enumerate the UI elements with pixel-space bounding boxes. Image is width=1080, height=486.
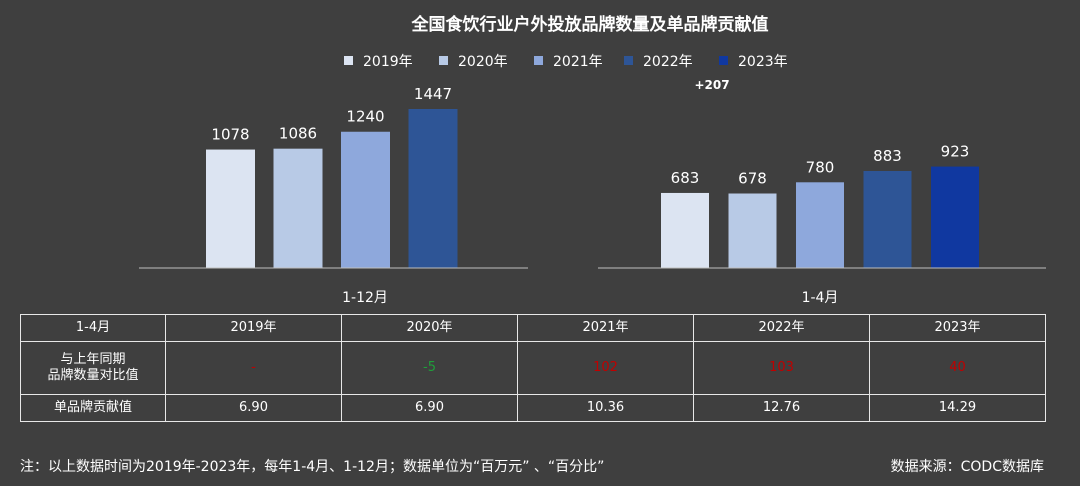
table-cell: -5 bbox=[341, 341, 518, 395]
table-cell: 10.36 bbox=[517, 393, 694, 423]
table-cell: 40 bbox=[869, 341, 1046, 395]
row-label-line: 与上年同期 bbox=[60, 351, 126, 367]
bar-value-label: 1086 bbox=[279, 125, 317, 143]
legend-label: 2020年 bbox=[458, 54, 508, 70]
category-label: 1-4月 bbox=[802, 290, 839, 306]
legend-label: 2023年 bbox=[738, 54, 788, 70]
legend-swatch bbox=[719, 56, 728, 65]
bar bbox=[408, 109, 458, 268]
legend-label: 2022年 bbox=[643, 54, 693, 70]
chart-legend: 2019年 2020年 2021年 2022年 2023年 bbox=[344, 54, 788, 70]
table-header-cell: 2021年 bbox=[517, 313, 694, 343]
bar bbox=[796, 182, 844, 268]
footnote: 注：以上数据时间为2019年-2023年，每年1-4月、1-12月；数据单位为“… bbox=[20, 459, 605, 475]
table-row: 与上年同期 品牌数量对比值 - -5 102 103 40 bbox=[20, 341, 1046, 395]
table-header-row: 1-4月 2019年 2020年 2021年 2022年 2023年 bbox=[20, 313, 1046, 343]
bar-value-label: 1240 bbox=[346, 108, 384, 126]
bar-value-label: 780 bbox=[806, 158, 835, 176]
row-label-line: 品牌数量对比值 bbox=[47, 367, 139, 383]
legend-swatch bbox=[439, 56, 448, 65]
chart-bars bbox=[206, 109, 979, 268]
bar bbox=[661, 192, 709, 268]
table-cell: 6.90 bbox=[341, 393, 518, 423]
table-header-cell: 2019年 bbox=[165, 313, 342, 343]
table-header-cell: 2022年 bbox=[693, 313, 870, 343]
bar bbox=[341, 131, 390, 268]
legend-swatch bbox=[344, 56, 353, 65]
difference-annotation: +207 bbox=[694, 78, 729, 92]
table-cell: 12.76 bbox=[693, 393, 870, 423]
bar bbox=[273, 148, 323, 268]
bar-value-label: 883 bbox=[873, 147, 902, 165]
bar-value-label: 923 bbox=[941, 143, 970, 161]
chart-value-labels: 1078 1086 1240 1447 683 678 780 883 923 bbox=[211, 85, 969, 187]
data-source: 数据来源：CODC数据库 bbox=[890, 459, 1044, 475]
bar bbox=[206, 149, 255, 268]
legend-label: 2021年 bbox=[553, 54, 603, 70]
row-label: 与上年同期 品牌数量对比值 bbox=[20, 341, 166, 395]
bar-value-label: 683 bbox=[671, 169, 700, 187]
bar bbox=[863, 170, 912, 268]
table-cell: 6.90 bbox=[165, 393, 342, 423]
chart-title: 全国食饮行业户外投放品牌数量及单品牌贡献值 bbox=[411, 14, 769, 35]
bar bbox=[728, 193, 777, 268]
table-cell: - bbox=[165, 341, 342, 395]
table-cell: 102 bbox=[517, 341, 694, 395]
bar-value-label: 1078 bbox=[211, 126, 249, 144]
row-label: 单品牌贡献值 bbox=[20, 393, 166, 423]
bar-chart: 全国食饮行业户外投放品牌数量及单品牌贡献值 2019年 2020年 2021年 202… bbox=[139, 14, 1046, 306]
bar-value-label: 678 bbox=[738, 169, 767, 187]
table-cell: 14.29 bbox=[869, 393, 1046, 423]
table-header-cell: 2020年 bbox=[341, 313, 518, 343]
legend-swatch bbox=[624, 56, 633, 65]
bar-value-label: 1447 bbox=[414, 85, 452, 103]
table-cell: 103 bbox=[693, 341, 870, 395]
table-row: 单品牌贡献值 6.90 6.90 10.36 12.76 14.29 bbox=[20, 393, 1046, 423]
bar bbox=[931, 166, 979, 268]
chart-axes: 1-12月 1-4月 bbox=[139, 267, 1046, 306]
legend-label: 2019年 bbox=[363, 54, 413, 70]
category-label: 1-12月 bbox=[342, 290, 388, 306]
table-header-cell: 2023年 bbox=[869, 313, 1046, 343]
legend-swatch bbox=[534, 56, 543, 65]
data-table: 1-4月 2019年 2020年 2021年 2022年 2023年 与上年同期… bbox=[20, 313, 1046, 423]
table-header-cell: 1-4月 bbox=[20, 313, 166, 343]
